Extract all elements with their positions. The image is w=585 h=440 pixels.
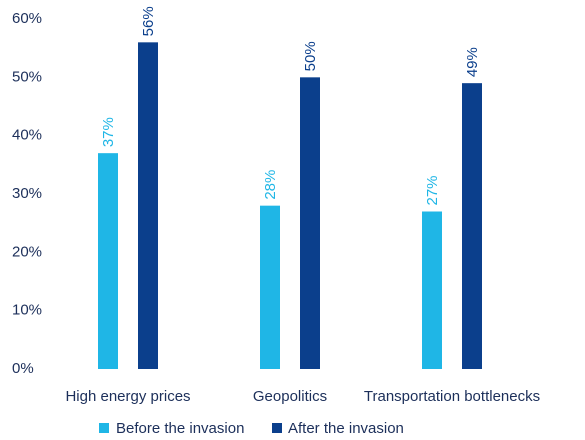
y-tick-label: 40% bbox=[12, 127, 42, 144]
y-tick-label: 10% bbox=[12, 302, 42, 319]
legend-label-after: After the invasion bbox=[288, 420, 404, 437]
category-label: Geopolitics bbox=[253, 388, 327, 405]
data-label: 28% bbox=[262, 170, 279, 200]
data-label: 37% bbox=[100, 117, 117, 147]
legend-label-before: Before the invasion bbox=[116, 420, 244, 437]
data-label: 56% bbox=[140, 6, 157, 36]
y-tick-label: 60% bbox=[12, 10, 42, 27]
category-label: High energy prices bbox=[65, 388, 190, 405]
y-axis: 0% 10% 20% 30% 40% 50% 60% bbox=[12, 10, 42, 377]
bar bbox=[300, 77, 320, 369]
y-tick-label: 50% bbox=[12, 68, 42, 85]
bar bbox=[98, 153, 118, 369]
category-label: Transportation bottlenecks bbox=[364, 388, 540, 405]
y-tick-label: 30% bbox=[12, 185, 42, 202]
bar bbox=[422, 211, 442, 369]
bar bbox=[138, 42, 158, 369]
x-axis: High energy prices Geopolitics Transportat… bbox=[65, 388, 540, 405]
bars: 37% 56% 28% 50% 27% 49% bbox=[98, 6, 482, 370]
bar bbox=[260, 205, 280, 369]
y-tick-label: 0% bbox=[12, 360, 34, 377]
legend-swatch-after bbox=[272, 423, 282, 433]
legend: Before the invasion After the invasion bbox=[99, 420, 404, 437]
bar bbox=[462, 83, 482, 370]
data-label: 50% bbox=[302, 41, 319, 71]
legend-swatch-before bbox=[99, 423, 109, 433]
data-label: 49% bbox=[464, 47, 481, 77]
data-label: 27% bbox=[424, 175, 441, 205]
y-tick-label: 20% bbox=[12, 243, 42, 260]
